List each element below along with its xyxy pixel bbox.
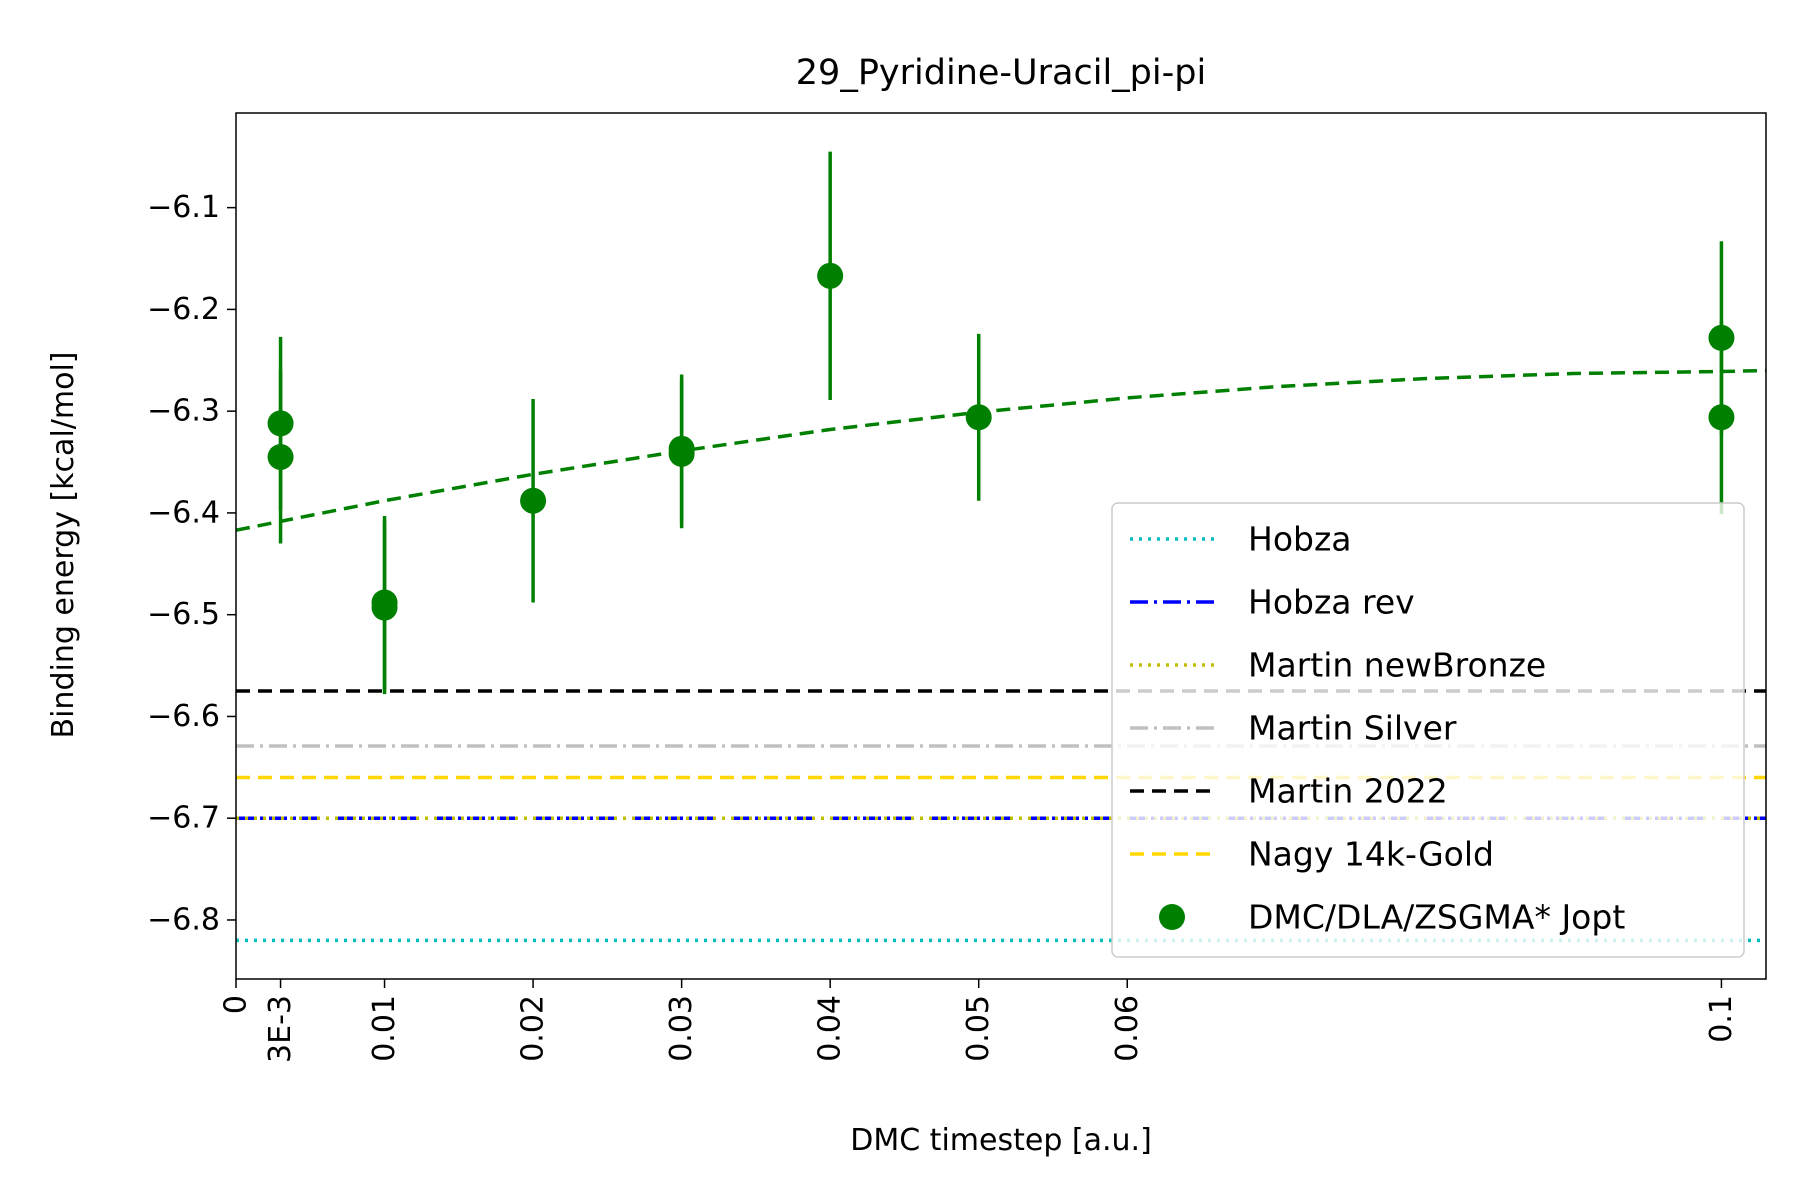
data-point xyxy=(668,440,695,467)
x-tick-label: 0.05 xyxy=(961,995,996,1062)
data-points-layer xyxy=(267,151,1735,695)
legend-box xyxy=(1111,502,1745,958)
data-point xyxy=(965,404,992,431)
y-tick-label: −6.1 xyxy=(147,190,220,225)
x-tick-label: 0 xyxy=(219,995,254,1014)
x-tick-label: 0.04 xyxy=(813,995,848,1062)
y-tick-label: −6.4 xyxy=(147,495,220,530)
y-tick-label: −6.7 xyxy=(147,801,220,836)
data-point xyxy=(817,262,844,289)
chart-title: 29_Pyridine-Uracil_pi-pi xyxy=(796,53,1206,93)
data-point xyxy=(267,443,294,470)
legend-label: Martin newBronze xyxy=(1248,646,1546,685)
x-axis-ticks: 0 3E-3 0.01 0.02 0.03 0.04 0.05 0.06 0.1 xyxy=(219,979,1739,1063)
legend-label: Hobza rev xyxy=(1248,583,1415,622)
legend: Hobza Hobza rev Martin newBronze Martin Sil… xyxy=(1111,502,1745,958)
data-point xyxy=(371,594,398,621)
legend-label: DMC/DLA/ZSGMA* Jopt xyxy=(1248,898,1625,937)
y-tick-label: −6.5 xyxy=(147,597,220,632)
legend-swatch xyxy=(1159,904,1185,930)
legend-label: Martin 2022 xyxy=(1248,772,1448,811)
y-axis-ticks: −6.1 −6.2 −6.3 −6.4 −6.5 −6.6 −6.7 −6.8 xyxy=(147,190,236,937)
fit-curve-layer xyxy=(235,368,1767,532)
reference-lines xyxy=(236,689,1766,943)
plot-frame xyxy=(235,112,1767,980)
x-axis-label: DMC timestep [a.u.] xyxy=(850,1123,1152,1158)
data-point xyxy=(520,487,547,514)
y-tick-label: −6.8 xyxy=(147,902,220,937)
y-tick-label: −6.2 xyxy=(147,292,220,327)
x-tick-label: 0.01 xyxy=(367,995,402,1062)
fit-curve xyxy=(235,368,1767,532)
y-tick-label: −6.3 xyxy=(147,394,220,429)
x-tick-label: 0.03 xyxy=(664,995,699,1062)
x-tick-label: 3E-3 xyxy=(263,995,298,1063)
x-tick-label: 0.1 xyxy=(1704,995,1739,1043)
x-tick-label: 0.02 xyxy=(516,995,551,1062)
legend-label: Hobza xyxy=(1248,520,1352,559)
legend-label: Martin Silver xyxy=(1248,709,1457,748)
data-point xyxy=(1708,404,1735,431)
x-tick-label: 0.06 xyxy=(1110,995,1145,1062)
legend-label: Nagy 14k-Gold xyxy=(1248,835,1494,874)
y-axis-label: Binding energy [kcal/mol] xyxy=(46,352,81,739)
y-tick-label: −6.6 xyxy=(147,699,220,734)
